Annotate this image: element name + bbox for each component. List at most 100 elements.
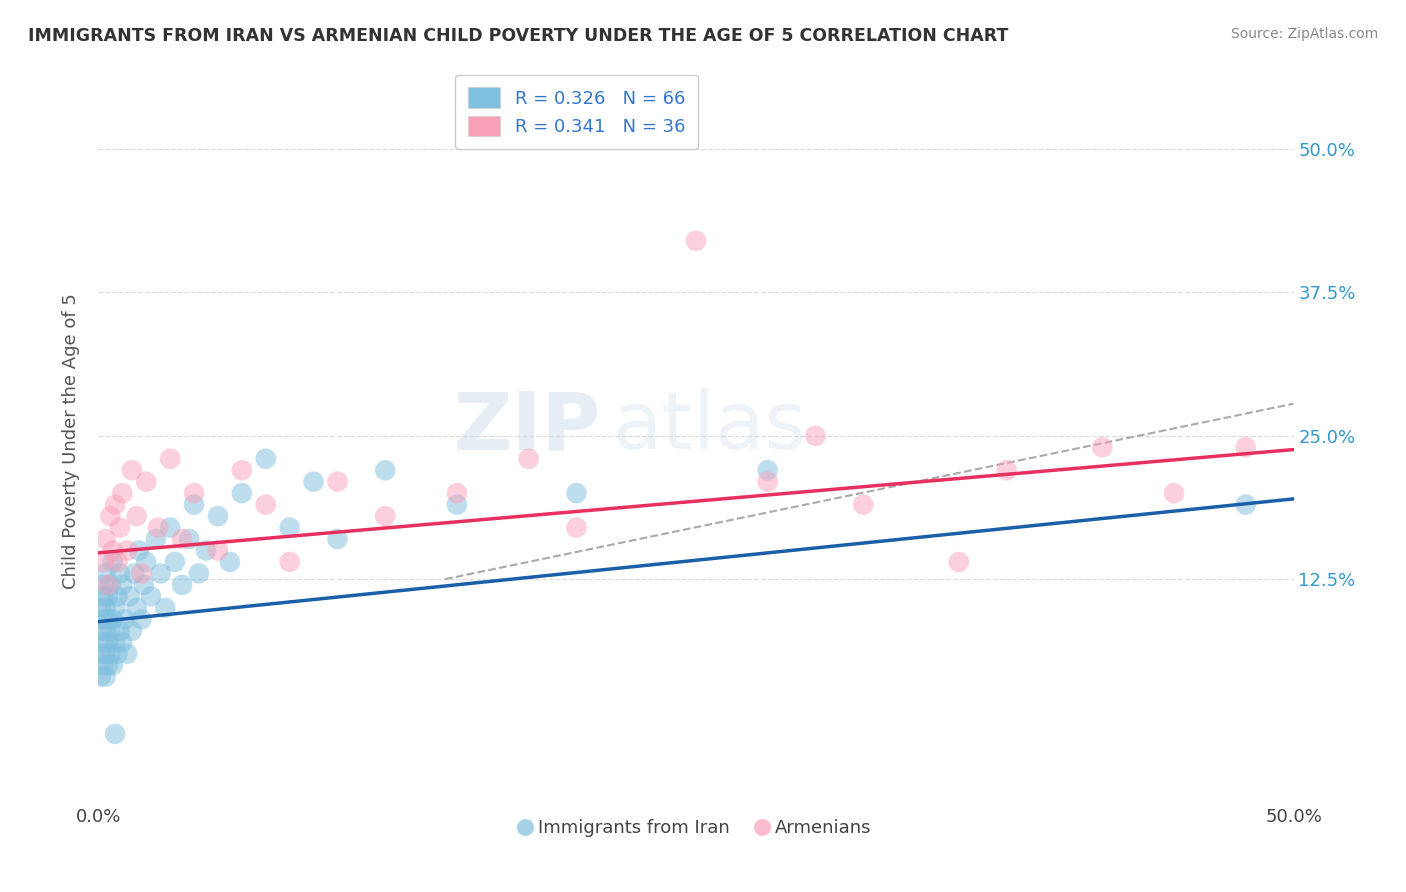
Point (135, 555, 157, 569)
Point (145, 532, 167, 546)
Y-axis label: Child Poverty Under the Age of 5: Child Poverty Under the Age of 5 (62, 293, 80, 590)
Point (155, 600, 177, 615)
Point (231, 486, 253, 500)
Point (108, 520, 131, 534)
Point (115, 543, 138, 558)
Text: atlas: atlas (613, 388, 807, 467)
Point (90, 670, 112, 684)
Point (90, 600, 112, 615)
Point (756, 463, 779, 477)
Point (131, 612, 153, 626)
Point (1234, 440, 1257, 454)
Point (207, 509, 229, 524)
Point (183, 486, 205, 500)
Point (107, 590, 129, 604)
Point (101, 612, 124, 626)
Point (98, 509, 122, 524)
Point (517, 451, 540, 466)
Point (125, 509, 148, 524)
Point (195, 543, 218, 558)
Point (187, 566, 209, 581)
Point (374, 509, 396, 524)
Point (139, 590, 162, 604)
Point (94, 600, 117, 615)
Point (97, 635, 120, 649)
Point (104, 600, 127, 615)
Text: Source: ZipAtlas.com: Source: ZipAtlas.com (1230, 27, 1378, 41)
Point (98, 647, 122, 661)
Point (111, 635, 134, 649)
Point (108, 624, 131, 638)
Point (219, 555, 242, 569)
Point (565, 520, 588, 534)
Point (446, 498, 468, 512)
Point (326, 475, 349, 489)
Point (374, 463, 396, 477)
Point (107, 555, 129, 569)
Point (111, 578, 134, 592)
Point (97, 612, 120, 626)
Point (446, 486, 468, 500)
Point (135, 475, 157, 489)
Point (101, 543, 124, 558)
Point (108, 566, 131, 581)
Point (104, 498, 127, 512)
Point (995, 463, 1018, 477)
Point (94, 566, 117, 581)
Point (131, 566, 153, 581)
Point (91, 578, 114, 592)
Point (91, 590, 114, 604)
Point (163, 555, 186, 569)
Point (104, 635, 127, 649)
Point (685, 234, 707, 248)
Point (91, 555, 114, 569)
Point (254, 498, 277, 512)
Point (121, 463, 143, 477)
Point (149, 566, 172, 581)
Point (91, 612, 114, 626)
Point (852, 498, 875, 512)
Point (97, 578, 120, 592)
Point (111, 486, 134, 500)
Point (91, 635, 114, 649)
Point (115, 647, 138, 661)
Point (278, 520, 301, 534)
Point (91, 658, 114, 673)
Point (94, 647, 117, 661)
Point (128, 543, 150, 558)
Point (172, 532, 194, 546)
Point (1163, 486, 1185, 500)
Point (97, 658, 120, 673)
Point (948, 555, 970, 569)
Point (101, 555, 124, 569)
Point (101, 658, 124, 673)
Point (302, 475, 325, 489)
Point (118, 590, 141, 604)
Point (804, 429, 827, 443)
Point (104, 727, 127, 741)
Point (1091, 440, 1114, 454)
Point (97, 590, 120, 604)
Point (98, 578, 122, 592)
Point (179, 532, 201, 546)
Point (254, 451, 277, 466)
Point (94, 670, 117, 684)
Point (565, 486, 588, 500)
Point (207, 543, 229, 558)
Text: IMMIGRANTS FROM IRAN VS ARMENIAN CHILD POVERTY UNDER THE AGE OF 5 CORRELATION CH: IMMIGRANTS FROM IRAN VS ARMENIAN CHILD P… (28, 27, 1008, 45)
Point (756, 475, 779, 489)
Point (278, 555, 301, 569)
Point (183, 498, 205, 512)
Point (172, 578, 194, 592)
Point (121, 624, 143, 638)
Point (132, 578, 155, 592)
Point (94, 624, 117, 638)
Point (231, 463, 253, 477)
Point (90, 624, 112, 638)
Point (124, 566, 146, 581)
Point (1234, 498, 1257, 512)
Point (114, 612, 136, 626)
Point (90, 647, 112, 661)
Point (125, 600, 148, 615)
Text: ZIP: ZIP (453, 388, 600, 467)
